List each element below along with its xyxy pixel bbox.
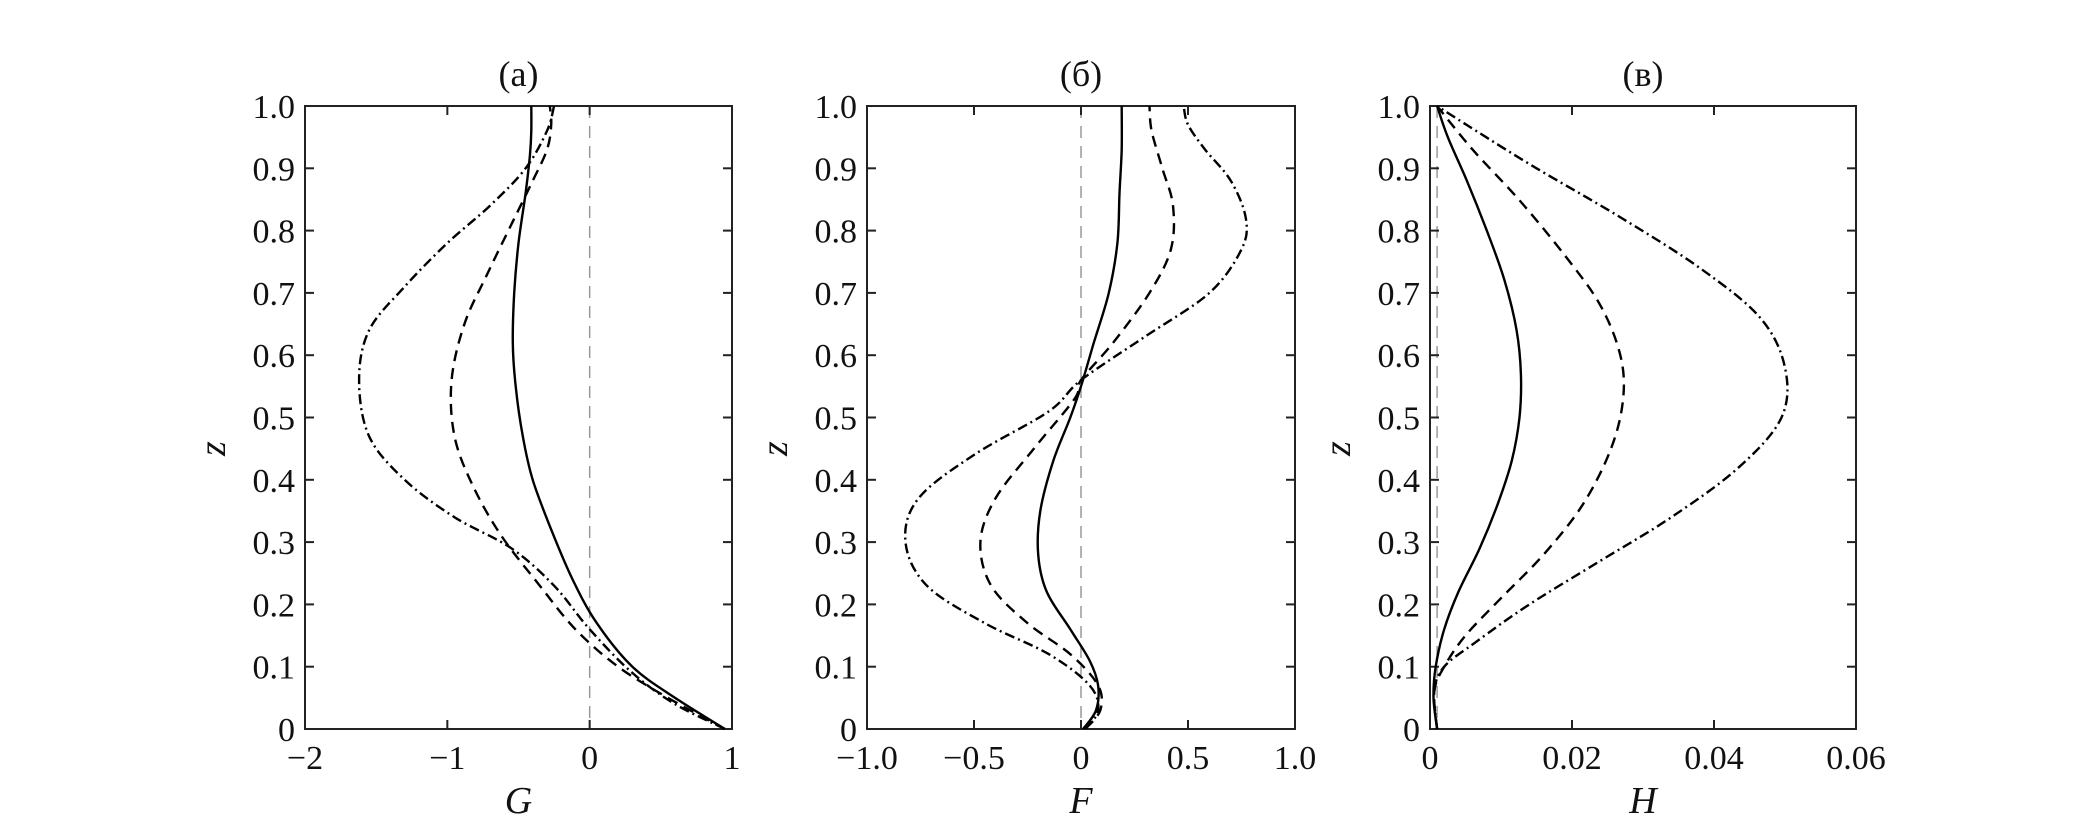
y-tick-label-b: 0.5 <box>815 401 858 438</box>
y-tick-label-b: 0.8 <box>815 214 858 251</box>
y-tick-label-v: 0.5 <box>1378 401 1421 438</box>
y-tick-label-a: 0.8 <box>253 214 296 251</box>
series-line-dashed-v <box>1432 105 1626 730</box>
x-axis-label-a: G <box>505 780 532 822</box>
series-line-dashed-b <box>979 105 1176 730</box>
series-line-dashdot-b <box>903 105 1249 730</box>
y-tick-label-b: 0.3 <box>815 525 858 562</box>
y-tick-label-a: 0.5 <box>253 401 296 438</box>
y-tick-label-a: 0.3 <box>253 525 296 562</box>
x-axis-label-v: H <box>1628 780 1659 822</box>
y-tick-label-b: 0.2 <box>815 587 858 624</box>
series-line-solid-v <box>1432 105 1523 730</box>
panel-b: 0 0.1 0.2 0.3 0.4 0.5 0.6 0.7 0.8 0.9 1.0 −1.0 −0.5 0… <box>754 54 1316 822</box>
y-tick-label-a: 1.0 <box>253 89 296 126</box>
x-tick-label-v: 0.02 <box>1542 740 1602 777</box>
y-tick-label-v: 0.6 <box>1378 338 1421 375</box>
y-axis-label-a: z <box>192 441 234 457</box>
y-tick-label-a: 0.4 <box>253 463 296 500</box>
x-tick-label-b: −0.5 <box>943 740 1005 777</box>
panel-title-b: (б) <box>1060 54 1102 94</box>
y-tick-label-b: 0 <box>840 712 857 749</box>
x-tick-label-b: −1.0 <box>836 740 898 777</box>
y-tick-label-v: 0.2 <box>1378 587 1421 624</box>
series-line-solid-b <box>1036 105 1124 730</box>
y-tick-label-a: 0.2 <box>253 587 296 624</box>
y-tick-label-v: 0.4 <box>1378 463 1421 500</box>
x-axis-label-b: F <box>1068 780 1093 822</box>
y-tick-label-b: 0.6 <box>815 338 858 375</box>
y-tick-label-a: 0.9 <box>253 151 296 188</box>
x-tick-label-a: 1 <box>724 740 741 777</box>
x-tick-label-b: 0.5 <box>1167 740 1210 777</box>
series-line-dashdot-a <box>357 105 726 731</box>
x-tick-label-v: 0.06 <box>1826 740 1886 777</box>
panel-a: 0 0.1 0.2 0.3 0.4 0.5 0.6 0.7 0.8 0.9 1.0 −2 −1 0 1 (а)… <box>192 54 741 822</box>
x-tick-label-b: 0 <box>1073 740 1090 777</box>
y-tick-label-b: 0.4 <box>815 463 858 500</box>
y-tick-label-v: 0 <box>1403 712 1420 749</box>
series-line-solid-a <box>511 105 726 731</box>
plot-frame-v <box>1429 105 1857 730</box>
y-tick-label-a: 0.1 <box>253 650 296 687</box>
x-tick-label-a: 0 <box>581 740 598 777</box>
x-tick-label-a: −1 <box>429 740 465 777</box>
y-tick-label-b: 1.0 <box>815 89 858 126</box>
y-tick-label-v: 0.7 <box>1378 276 1421 313</box>
series-line-dashdot-v <box>1432 104 1789 730</box>
x-tick-label-b: 1.0 <box>1274 740 1317 777</box>
panel-title-a: (а) <box>499 54 539 94</box>
panel-v: 0 0.1 0.2 0.3 0.4 0.5 0.6 0.7 0.8 0.9 1.0 0 0.02 0.04… <box>1317 54 1886 822</box>
y-tick-label-v: 0.3 <box>1378 525 1421 562</box>
panel-title-v: (в) <box>1623 54 1664 94</box>
x-tick-label-a: −2 <box>287 740 323 777</box>
y-tick-label-a: 0.6 <box>253 338 296 375</box>
y-tick-label-v: 0.8 <box>1378 214 1421 251</box>
y-tick-label-b: 0.7 <box>815 276 858 313</box>
y-tick-label-v: 1.0 <box>1378 89 1421 126</box>
y-tick-label-b: 0.9 <box>815 151 858 188</box>
y-axis-label-v: z <box>1317 441 1359 457</box>
y-tick-label-v: 0.9 <box>1378 151 1421 188</box>
y-tick-label-v: 0.1 <box>1378 650 1421 687</box>
y-axis-label-b: z <box>754 441 796 457</box>
x-tick-label-v: 0.04 <box>1684 740 1744 777</box>
x-tick-label-v: 0 <box>1422 740 1439 777</box>
series-line-dashed-a <box>449 105 726 731</box>
y-tick-label-a: 0 <box>278 712 295 749</box>
y-tick-label-a: 0.7 <box>253 276 296 313</box>
y-tick-label-b: 0.1 <box>815 650 858 687</box>
